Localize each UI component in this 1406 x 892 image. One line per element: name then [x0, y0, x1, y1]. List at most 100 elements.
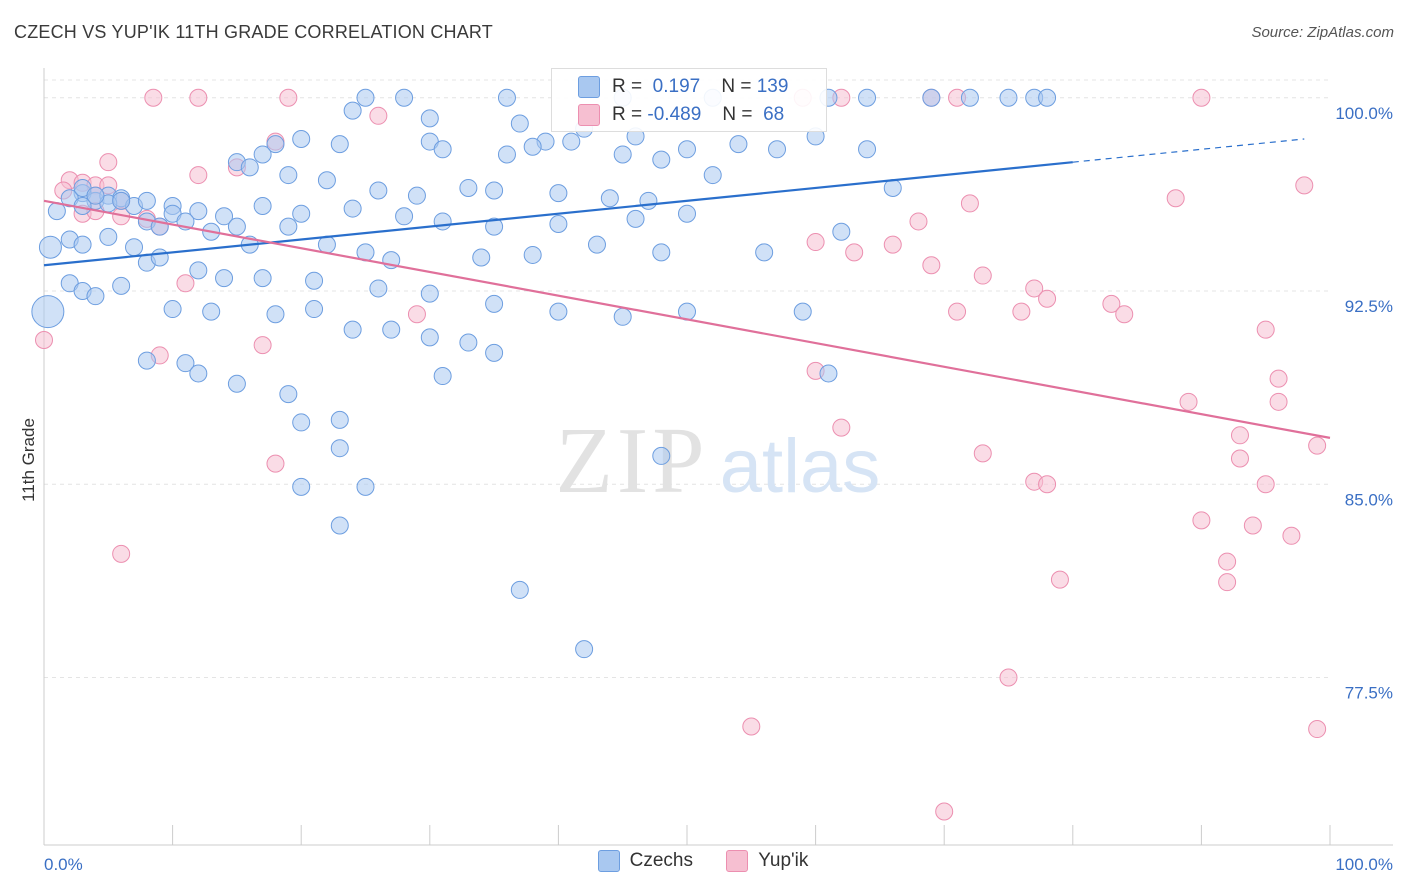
watermark-atlas: atlas: [720, 424, 881, 509]
czech-point: [330, 410, 349, 429]
yupik-point: [832, 418, 851, 437]
chart-title: CZECH VS YUP'IK 11TH GRADE CORRELATION C…: [14, 22, 493, 42]
czech-point: [433, 212, 452, 231]
yupik-point: [948, 302, 967, 321]
watermark-zip: ZIP: [556, 409, 709, 513]
czech-point: [613, 307, 632, 326]
stats-box: R = 0.197 N = 139 R = -0.489 N = 68: [551, 68, 827, 132]
czech-point: [189, 202, 208, 221]
czech-point: [883, 178, 902, 197]
czech-point: [305, 271, 324, 290]
czech-point: [227, 374, 246, 393]
yupik-point: [883, 235, 902, 254]
yupik-legend-swatch: [726, 850, 749, 872]
yupik-point: [1038, 289, 1057, 308]
yupik-point: [1230, 426, 1249, 445]
czech-point: [215, 269, 234, 288]
yupik-point: [407, 305, 426, 324]
czech-point: [137, 351, 156, 370]
czech-point: [356, 88, 375, 107]
yupik-point: [742, 717, 761, 736]
czech-point: [73, 235, 92, 254]
czech-point: [292, 413, 311, 432]
yupik-point: [909, 212, 928, 231]
czech-point: [317, 171, 336, 190]
czech-point: [227, 217, 246, 236]
yupik-point: [144, 88, 163, 107]
czech-point: [112, 191, 131, 210]
czech-point: [858, 88, 877, 107]
yupik-point: [1256, 320, 1275, 339]
czech-point: [549, 215, 568, 234]
czech-point: [253, 269, 272, 288]
trend-lines: [43, 138, 1331, 439]
czech-point: [575, 640, 594, 659]
czech-point: [587, 235, 606, 254]
czech-point: [768, 140, 787, 159]
czech-point: [99, 227, 118, 246]
legend-label-czechs: Czechs: [629, 850, 693, 871]
czech-point: [38, 235, 62, 259]
czech-point: [317, 235, 336, 254]
czech-point: [343, 199, 362, 218]
r-label: R =: [612, 76, 643, 97]
yupik-point: [973, 266, 992, 285]
czech-point: [253, 196, 272, 215]
czech-trend-line: [43, 161, 1073, 267]
yupik-point: [1102, 294, 1121, 313]
czech-point: [395, 207, 414, 226]
czech-point: [562, 132, 581, 151]
czech-point: [31, 295, 65, 329]
czech-point: [485, 217, 504, 236]
czech-point: [549, 184, 568, 203]
n-label: N =: [721, 76, 752, 97]
czech-point: [960, 88, 979, 107]
czech-point: [407, 186, 426, 205]
yupik-point: [1256, 475, 1275, 494]
yupik-point: [99, 153, 118, 172]
yupik-point: [935, 802, 954, 821]
czech-point: [420, 328, 439, 347]
yupik-point: [1192, 511, 1211, 530]
yupik-point: [999, 668, 1018, 687]
y-axis-label: 11th Grade: [19, 418, 38, 502]
czech-point: [600, 189, 619, 208]
yupik-point: [1243, 516, 1262, 535]
r-value: 0.197: [652, 76, 701, 97]
czech-point: [510, 580, 529, 599]
legend-item-yupik[interactable]: Yup'ik: [726, 850, 808, 872]
yupik-point: [176, 274, 195, 293]
yupik-point: [1282, 526, 1301, 545]
r-value: -0.489: [647, 104, 702, 125]
czech-point: [202, 302, 221, 321]
legend-item-czechs[interactable]: Czechs: [597, 850, 693, 872]
czech-point: [678, 140, 696, 159]
czech-point: [266, 305, 285, 324]
yupik-point: [1038, 475, 1057, 494]
yupik-point: [1269, 392, 1288, 411]
czech-point: [729, 135, 748, 154]
axes: [43, 68, 1393, 846]
yupik-point: [35, 330, 53, 349]
x-tick-label-max: 100.0%: [1335, 855, 1393, 874]
czech-point: [189, 364, 208, 383]
czech-point: [330, 439, 349, 458]
czech-point: [420, 109, 439, 128]
yupik-point: [1218, 573, 1237, 592]
yupik-point: [112, 544, 131, 563]
czech-point: [137, 191, 156, 210]
czech-point: [86, 287, 105, 306]
czech-point: [819, 364, 838, 383]
czech-point: [189, 261, 208, 280]
yupik-point: [1269, 369, 1288, 388]
yupik-point: [1166, 189, 1185, 208]
yupik-point: [369, 106, 388, 125]
yupik-point: [1308, 720, 1327, 739]
czech-point: [922, 88, 941, 107]
czech-legend-swatch: [597, 850, 620, 872]
czech-point: [253, 145, 272, 164]
czech-point: [176, 354, 195, 373]
czech-point: [266, 135, 285, 154]
czech-point: [369, 181, 388, 200]
yupik-point: [1218, 552, 1237, 571]
